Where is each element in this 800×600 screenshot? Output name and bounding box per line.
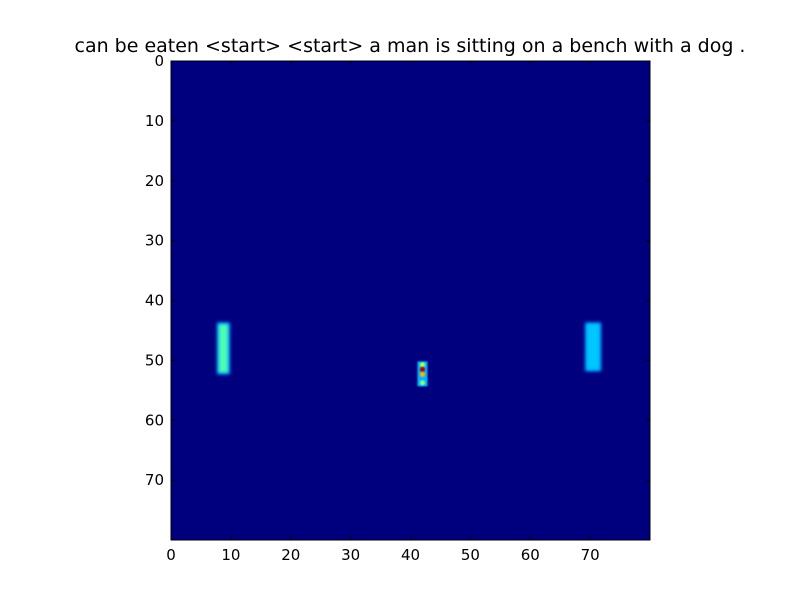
x-tick-label: 20	[281, 546, 300, 564]
y-tick-label: 30	[145, 232, 164, 250]
chart-title: can be eaten <start> <start> a man is si…	[74, 35, 746, 57]
heatmap-hotspot	[585, 322, 602, 372]
x-tick-label: 60	[521, 546, 540, 564]
heatmap-hotspot	[417, 361, 428, 387]
hotspot-cell	[419, 366, 426, 372]
y-tick-label: 50	[145, 351, 164, 369]
x-tick-label: 70	[581, 546, 600, 564]
x-tick-label: 30	[341, 546, 360, 564]
y-tick-label: 10	[145, 112, 164, 130]
heatmap-background	[171, 61, 650, 540]
y-tick-label: 70	[145, 471, 164, 489]
y-tick-label: 40	[145, 292, 164, 310]
hotspot-cell	[587, 324, 600, 370]
x-tick-label: 50	[461, 546, 480, 564]
hotspot-cell	[419, 371, 426, 377]
x-tick-label: 10	[221, 546, 240, 564]
heatmap-hotspot	[216, 322, 230, 375]
hotspot-cell	[419, 380, 426, 386]
y-tick-label: 20	[145, 172, 164, 190]
x-tick-label: 40	[401, 546, 420, 564]
y-tick-label: 60	[145, 411, 164, 429]
y-tick-label: 0	[154, 52, 164, 70]
x-tick-label: 0	[166, 546, 176, 564]
hotspot-cell	[419, 362, 426, 368]
hotspot-cell	[218, 324, 228, 373]
